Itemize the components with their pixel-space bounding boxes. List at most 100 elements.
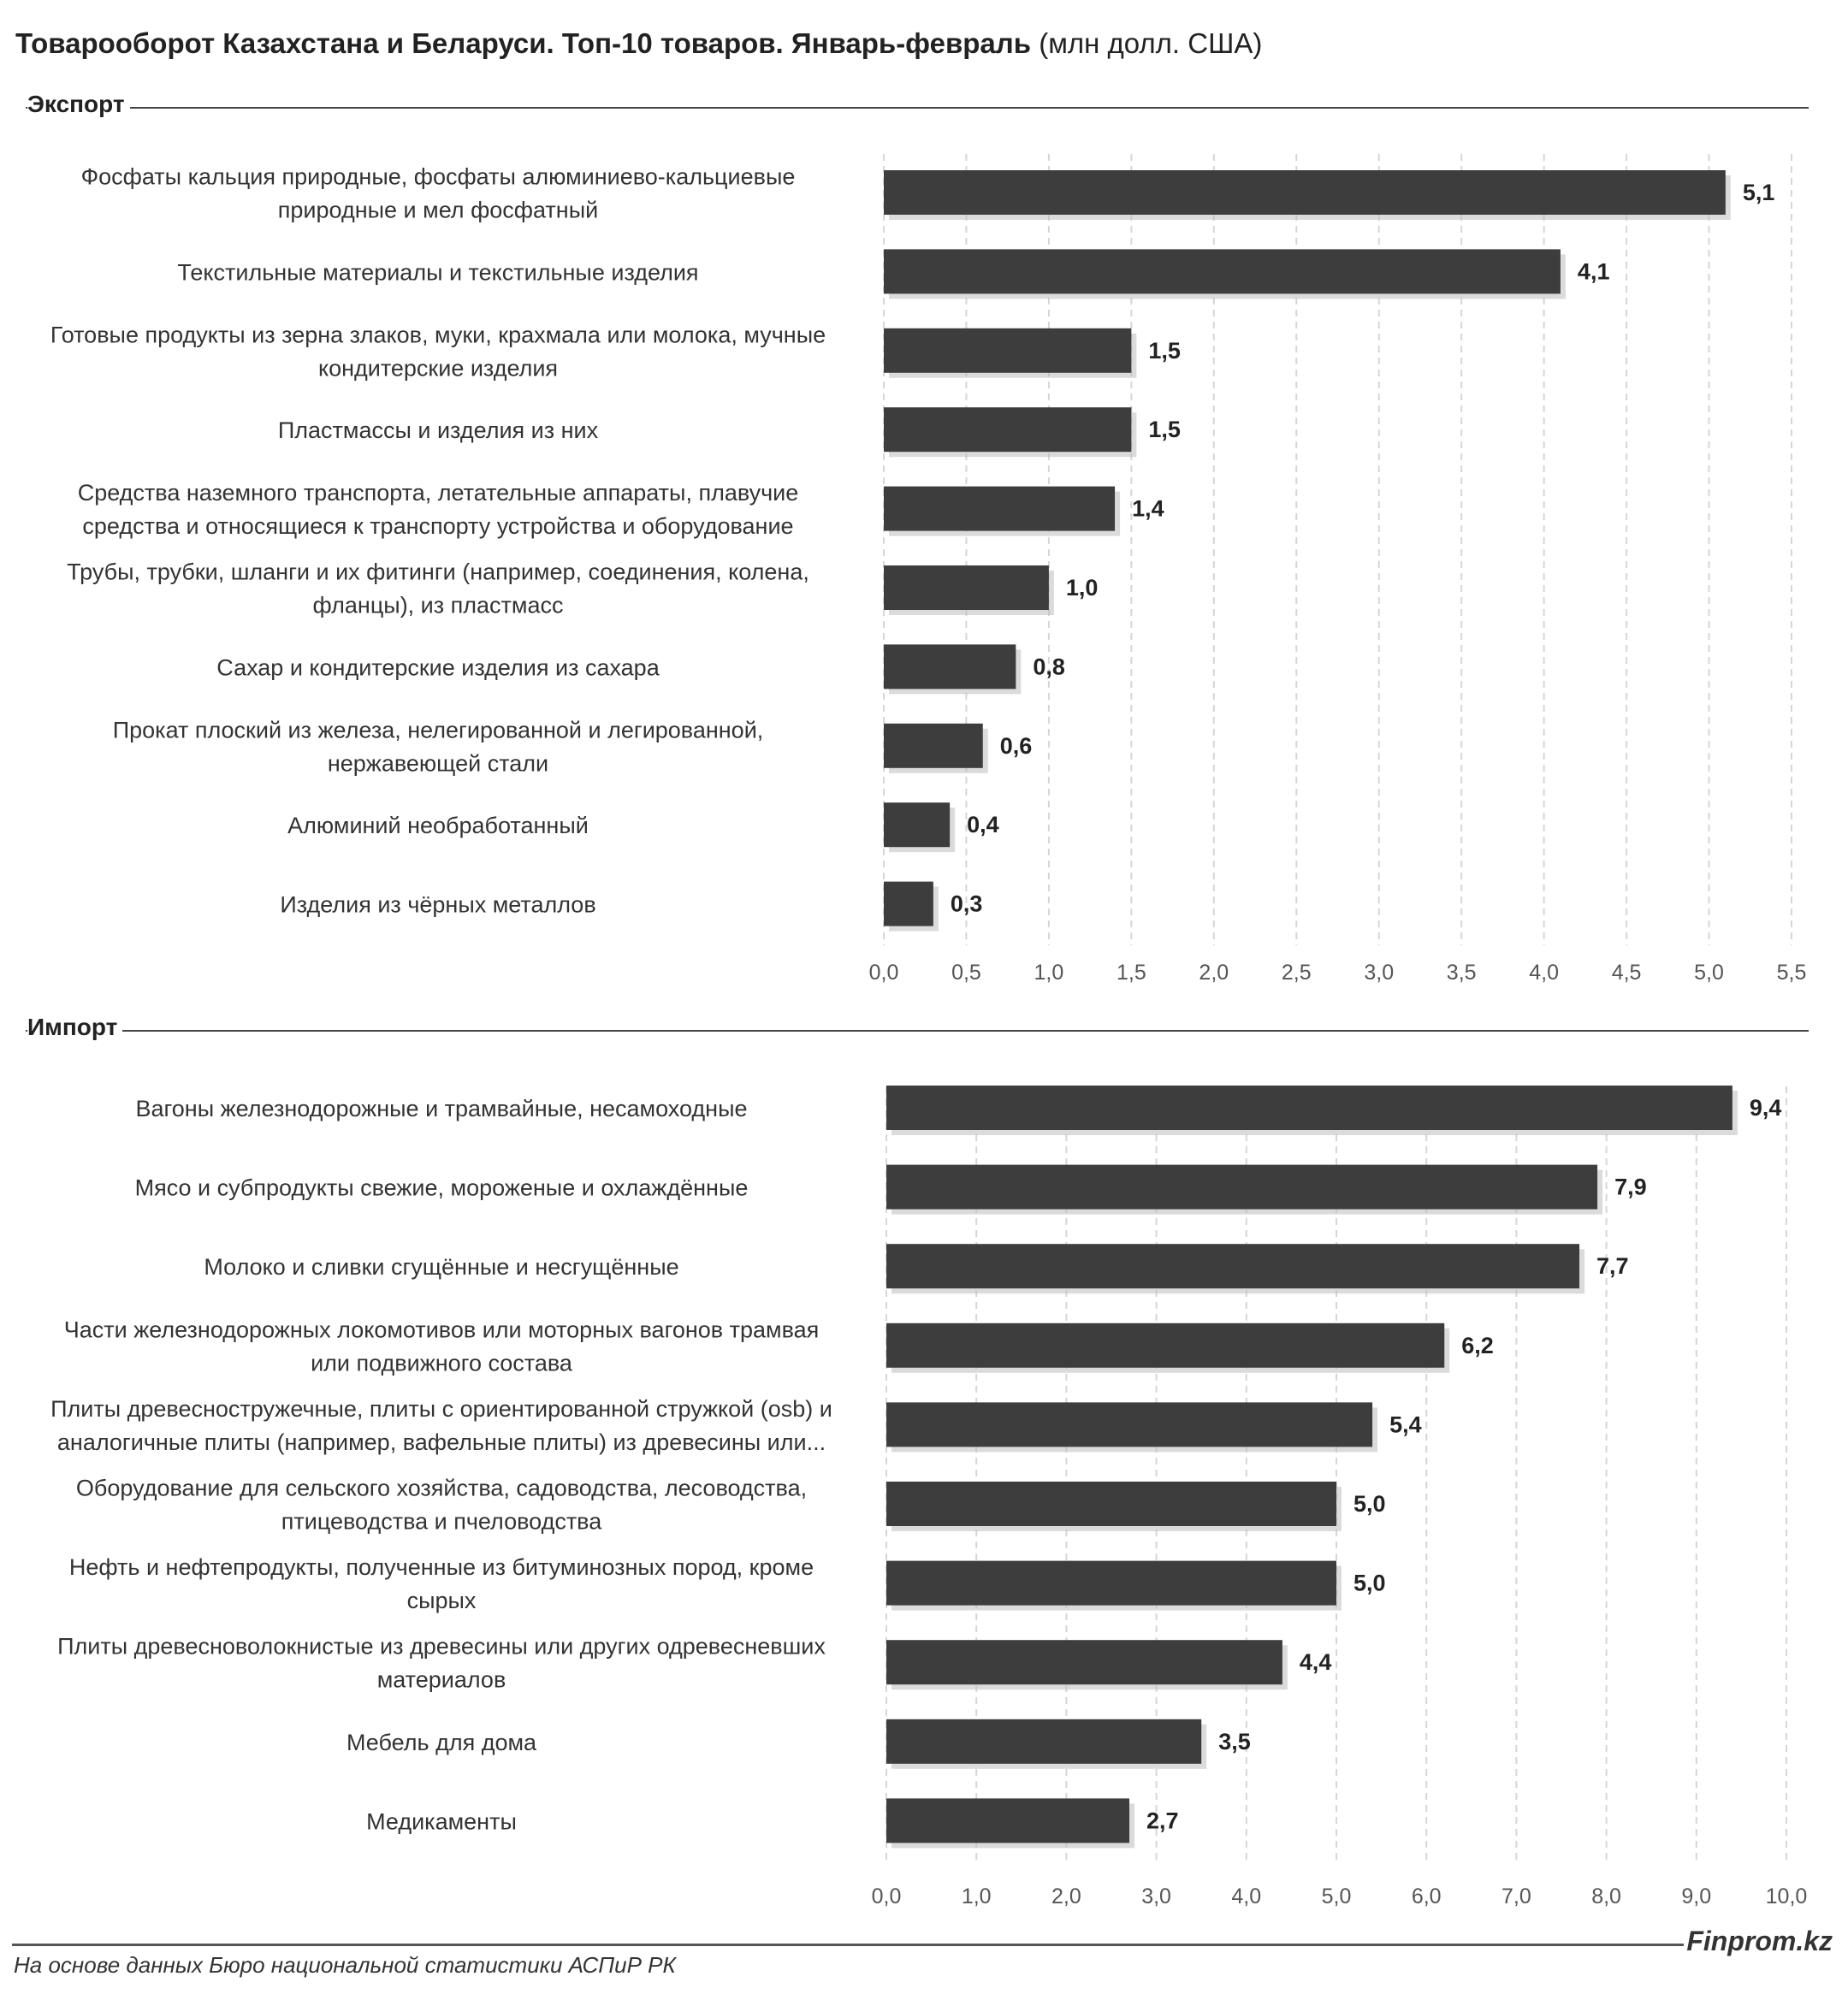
- bar: [886, 1719, 1202, 1764]
- x-tick-label: 0,0: [869, 961, 899, 985]
- category-label-line: Молоко и сливки сгущённые и несгущённые: [204, 1254, 678, 1280]
- footer-rule: [12, 1944, 1684, 1946]
- category-label: Оборудование для сельского хозяйства, са…: [76, 1476, 807, 1535]
- category-label: Пластмассы и изделия из них: [278, 417, 599, 443]
- import-section-label: Импорт: [27, 1014, 123, 1041]
- x-tick-label: 7,0: [1502, 1885, 1531, 1908]
- x-tick-label: 1,0: [1034, 961, 1064, 985]
- category-label-line: Готовые продукты из зерна злаков, муки, …: [50, 322, 826, 347]
- x-tick-label: 1,5: [1116, 961, 1146, 985]
- bar: [886, 1164, 1598, 1210]
- category-label-line: или подвижного состава: [311, 1350, 573, 1376]
- x-tick-label: 4,0: [1231, 1885, 1261, 1908]
- import-section-header: Импорт: [26, 1014, 1809, 1043]
- category-label-line: Оборудование для сельского хозяйства, са…: [76, 1476, 807, 1501]
- category-label-line: Фосфаты кальция природные, фосфаты алюми…: [81, 164, 796, 190]
- category-label-line: аналогичные плиты (например, вафельные п…: [57, 1429, 826, 1455]
- bar: [884, 802, 951, 848]
- category-label-line: Вагоны железнодорожные и трамвайные, нес…: [135, 1096, 747, 1121]
- category-label-line: Плиты древесностружечные, плиты с ориент…: [50, 1396, 832, 1422]
- x-tick-label: 5,5: [1777, 961, 1807, 985]
- data-label: 0,3: [951, 891, 983, 917]
- x-tick-label: 0,0: [872, 1885, 902, 1908]
- brand-logo-text: Finprom.kz: [1686, 1926, 1833, 1956]
- data-label: 7,9: [1614, 1175, 1647, 1200]
- bar: [884, 565, 1049, 610]
- data-label: 0,4: [967, 812, 999, 837]
- source-note: На основе данных Бюро национальной стати…: [14, 1952, 676, 1978]
- bar: [884, 486, 1116, 531]
- x-tick-label: 3,0: [1141, 1885, 1171, 1908]
- x-tick-label: 4,0: [1529, 961, 1559, 985]
- category-label-line: Части железнодорожных локомотивов или мо…: [64, 1317, 820, 1342]
- data-label: 4,1: [1578, 258, 1610, 284]
- bar: [886, 1244, 1580, 1289]
- category-label-line: Мясо и субпродукты свежие, мороженые и о…: [135, 1175, 749, 1201]
- bar: [884, 881, 933, 926]
- bar: [886, 1640, 1282, 1685]
- data-label: 5,0: [1353, 1491, 1386, 1517]
- data-label: 5,1: [1743, 180, 1775, 205]
- data-label: 5,4: [1389, 1411, 1422, 1437]
- category-label-line: Медикаменты: [366, 1808, 517, 1834]
- bar: [886, 1322, 1445, 1368]
- bar: [884, 644, 1016, 689]
- category-label-line: птицеводства и пчеловодства: [281, 1509, 602, 1535]
- category-label-line: Текстильные материалы и текстильные изде…: [177, 259, 698, 285]
- data-label: 2,7: [1146, 1808, 1179, 1833]
- export-section-header: Экспорт: [26, 91, 1809, 120]
- x-tick-label: 5,0: [1322, 1885, 1352, 1908]
- x-tick-label: 1,0: [962, 1885, 992, 1908]
- bar: [884, 249, 1561, 294]
- bar: [886, 1086, 1732, 1130]
- data-label: 1,5: [1148, 338, 1181, 364]
- bar: [886, 1402, 1373, 1447]
- category-label: Молоко и сливки сгущённые и несгущённые: [204, 1254, 678, 1280]
- bar: [884, 407, 1132, 453]
- category-label: Мебель для дома: [346, 1730, 537, 1755]
- data-label: 0,8: [1033, 654, 1065, 679]
- category-label-line: Нефть и нефтепродукты, полученные из бит…: [69, 1554, 814, 1580]
- category-label-line: Пластмассы и изделия из них: [278, 417, 599, 443]
- x-tick-label: 3,5: [1447, 961, 1477, 985]
- category-label-line: нержавеющей стали: [328, 750, 548, 776]
- page-title: Товарооборот Казахстана и Беларуси. Топ-…: [15, 27, 1262, 60]
- category-label: Нефть и нефтепродукты, полученные из бит…: [69, 1554, 814, 1613]
- x-tick-label: 8,0: [1591, 1885, 1621, 1908]
- x-tick-label: 5,0: [1694, 961, 1724, 985]
- export-section-rule: [26, 107, 1809, 109]
- category-label-line: Сахар и кондитерские изделия из сахара: [216, 654, 660, 680]
- category-label: Изделия из чёрных металлов: [280, 892, 595, 918]
- bar: [886, 1560, 1336, 1606]
- category-label: Плиты древесноволокнистые из древесины и…: [57, 1634, 826, 1693]
- category-label: Сахар и кондитерские изделия из сахара: [216, 654, 660, 680]
- category-label-line: Плиты древесноволокнистые из древесины и…: [57, 1634, 826, 1660]
- category-label-line: средства и относящиеся к транспорту устр…: [82, 513, 793, 539]
- category-label-line: кондитерские изделия: [318, 355, 558, 381]
- category-label: Трубы, трубки, шланги и их фитинги (напр…: [67, 559, 809, 618]
- category-label-line: природные и мел фосфатный: [278, 198, 598, 223]
- data-label: 3,5: [1218, 1729, 1251, 1754]
- import-section-rule: [26, 1030, 1809, 1032]
- data-label: 5,0: [1353, 1571, 1386, 1596]
- category-label: Алюминий необработанный: [287, 813, 589, 838]
- data-label: 1,4: [1132, 496, 1164, 522]
- category-label-line: Прокат плоский из железа, нелегированной…: [113, 717, 764, 743]
- data-label: 4,4: [1300, 1649, 1332, 1675]
- bar: [886, 1482, 1336, 1526]
- x-tick-label: 0,5: [951, 961, 981, 985]
- export-bar-chart: 0,0 0,5 1,0 1,5 2,0 2,5 3,0 3,5 4,0 4,5 5,0 5,5 5,1 Ф…: [50, 154, 1807, 985]
- category-label-line: Алюминий необработанный: [287, 813, 589, 838]
- category-label: Плиты древесностружечные, плиты с ориент…: [50, 1396, 832, 1455]
- category-label: Вагоны железнодорожные и трамвайные, нес…: [135, 1096, 747, 1121]
- export-section-label: Экспорт: [27, 91, 130, 118]
- category-label-line: Изделия из чёрных металлов: [280, 892, 595, 918]
- x-tick-label: 10,0: [1766, 1885, 1808, 1908]
- x-tick-label: 4,5: [1612, 961, 1642, 985]
- x-tick-label: 2,0: [1051, 1885, 1081, 1908]
- category-label: Медикаменты: [366, 1808, 517, 1834]
- category-label-line: материалов: [377, 1667, 506, 1693]
- category-label: Текстильные материалы и текстильные изде…: [177, 259, 698, 285]
- x-tick-label: 9,0: [1681, 1885, 1711, 1908]
- bar: [884, 723, 983, 768]
